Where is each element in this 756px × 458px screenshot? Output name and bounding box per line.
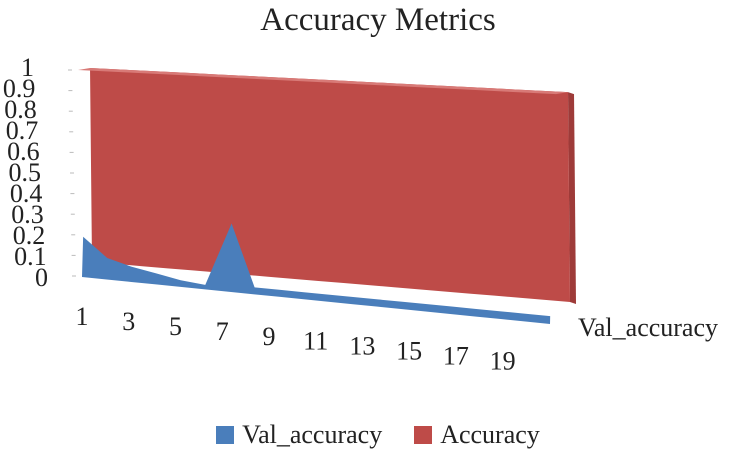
val-accuracy-area — [82, 223, 551, 324]
x-tick-label: 17 — [443, 342, 469, 371]
depth-axis-label: Val_accuracy — [578, 313, 718, 342]
accuracy-area-side-face — [568, 92, 576, 305]
y-tick-label: 0.2 — [13, 221, 46, 250]
y-axis: 00.10.20.30.40.50.60.70.80.91 — [3, 53, 76, 292]
legend-swatch-val-accuracy — [216, 426, 235, 444]
x-tick-label: 15 — [396, 337, 422, 366]
y-tick-label: 0.6 — [7, 137, 40, 166]
x-tick-label: 7 — [216, 317, 229, 346]
legend-label-val-accuracy: Val_accuracy — [242, 420, 383, 449]
y-tick-label: 0.3 — [11, 200, 44, 229]
y-tick-label: 0.9 — [3, 74, 36, 103]
y-tick-label: 0.8 — [4, 95, 37, 124]
x-axis: 1 3 5 7 9 11 13 15 17 19 — [76, 302, 516, 376]
y-tick-label: 0.5 — [9, 158, 42, 187]
legend-swatch-accuracy — [414, 426, 433, 444]
x-tick-label: 3 — [122, 307, 135, 336]
y-tick-label: 0.1 — [14, 242, 47, 271]
val-accuracy-series-layer — [82, 223, 551, 324]
x-tick-label: 13 — [349, 332, 375, 361]
legend-item-val-accuracy: Val_accuracy — [216, 420, 382, 450]
legend-item-accuracy: Accuracy — [414, 420, 540, 450]
accuracy-series-layer — [78, 67, 576, 305]
y-tick-label: 0.4 — [10, 179, 43, 208]
x-tick-label: 1 — [76, 302, 89, 331]
y-tick-label: 0.7 — [6, 116, 39, 145]
y-tick-label: 1 — [21, 53, 34, 82]
legend: Val_accuracy Accuracy — [0, 420, 756, 450]
x-tick-label: 19 — [490, 347, 516, 376]
x-tick-label: 5 — [169, 312, 182, 341]
y-tick-label: 0 — [35, 263, 48, 292]
x-tick-label: 9 — [262, 322, 275, 351]
x-tick-label: 11 — [303, 327, 328, 356]
legend-label-accuracy: Accuracy — [440, 420, 540, 449]
accuracy-area — [90, 67, 571, 303]
chart-title: Accuracy Metrics — [260, 2, 496, 38]
accuracy-area-top-face — [78, 67, 569, 95]
